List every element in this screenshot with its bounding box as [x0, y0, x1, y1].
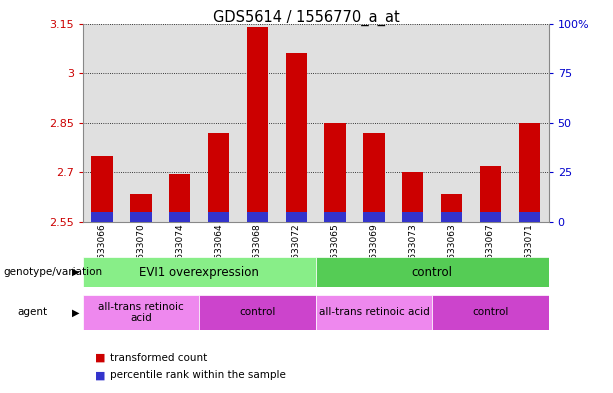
Bar: [247, 212, 268, 222]
Bar: [169, 212, 191, 222]
Bar: [199, 295, 316, 330]
Text: control: control: [472, 307, 509, 318]
Bar: [364, 133, 384, 222]
Bar: [324, 212, 346, 222]
Bar: [324, 123, 346, 222]
Text: all-trans retinoic acid: all-trans retinoic acid: [319, 307, 429, 318]
Bar: [83, 295, 199, 330]
Text: agent: agent: [17, 307, 47, 318]
Bar: [432, 295, 549, 330]
Bar: [91, 212, 113, 222]
Text: genotype/variation: genotype/variation: [3, 267, 102, 277]
Text: control: control: [412, 266, 452, 279]
Text: control: control: [239, 307, 276, 318]
Text: ▶: ▶: [72, 267, 79, 277]
Bar: [247, 27, 268, 222]
Bar: [131, 212, 151, 222]
Bar: [364, 212, 384, 222]
Bar: [208, 212, 229, 222]
Bar: [286, 212, 307, 222]
Text: GDS5614 / 1556770_a_at: GDS5614 / 1556770_a_at: [213, 10, 400, 26]
Bar: [91, 156, 113, 222]
Bar: [131, 194, 151, 222]
Bar: [519, 123, 540, 222]
Bar: [402, 212, 424, 222]
Bar: [402, 173, 424, 222]
Bar: [519, 212, 540, 222]
Text: all-trans retinoic
acid: all-trans retinoic acid: [98, 302, 184, 323]
Bar: [441, 194, 462, 222]
Text: transformed count: transformed count: [110, 353, 208, 363]
Text: ■: ■: [95, 370, 105, 380]
Bar: [441, 212, 462, 222]
Text: EVI1 overexpression: EVI1 overexpression: [139, 266, 259, 279]
Text: ▶: ▶: [72, 307, 79, 318]
Bar: [208, 133, 229, 222]
Bar: [480, 166, 501, 222]
Bar: [316, 295, 432, 330]
Text: percentile rank within the sample: percentile rank within the sample: [110, 370, 286, 380]
Bar: [286, 53, 307, 222]
Text: ■: ■: [95, 353, 105, 363]
Bar: [480, 212, 501, 222]
Bar: [83, 257, 316, 287]
Bar: [316, 257, 549, 287]
Bar: [169, 174, 191, 222]
